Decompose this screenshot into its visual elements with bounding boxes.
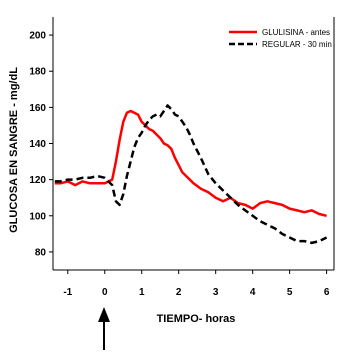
y-tick-label: 100 — [29, 211, 46, 222]
x-tick-label: 1 — [139, 287, 145, 298]
y-tick-label: 200 — [29, 31, 46, 42]
y-axis-title: GLUCOSA EN SANGRE - mg/dL — [8, 67, 20, 233]
legend-label-glulisina: GLULISINA - antes — [262, 28, 330, 37]
x-tick-label: 5 — [287, 287, 293, 298]
x-tick-label: 2 — [176, 287, 182, 298]
y-tick-label: 160 — [29, 103, 46, 114]
y-ticks: 80 100 120 140 160 180 200 — [29, 31, 53, 258]
x-tick-label: 3 — [213, 287, 219, 298]
x-tick-label: 0 — [102, 287, 108, 298]
y-tick-label: 120 — [29, 175, 46, 186]
arrow-head-icon — [98, 307, 110, 322]
x-axis-title: TIEMPO- horas — [157, 313, 236, 325]
x-tick-label: -1 — [63, 287, 72, 298]
y-tick-label: 180 — [29, 67, 46, 78]
legend-label-regular: REGULAR - 30 min — [262, 40, 332, 49]
series-line-regular — [54, 104, 328, 245]
series-layer — [54, 104, 328, 245]
legend: GLULISINA - antes REGULAR - 30 min — [229, 28, 332, 49]
y-tick-label: 80 — [35, 247, 47, 258]
series-line-glulisina — [54, 109, 327, 218]
arrow-annotation — [98, 307, 110, 350]
x-tick-label: 6 — [324, 287, 330, 298]
x-tick-label: 4 — [250, 287, 256, 298]
x-ticks: -1 0 1 2 3 4 5 6 — [63, 270, 330, 298]
y-tick-label: 140 — [29, 139, 46, 150]
